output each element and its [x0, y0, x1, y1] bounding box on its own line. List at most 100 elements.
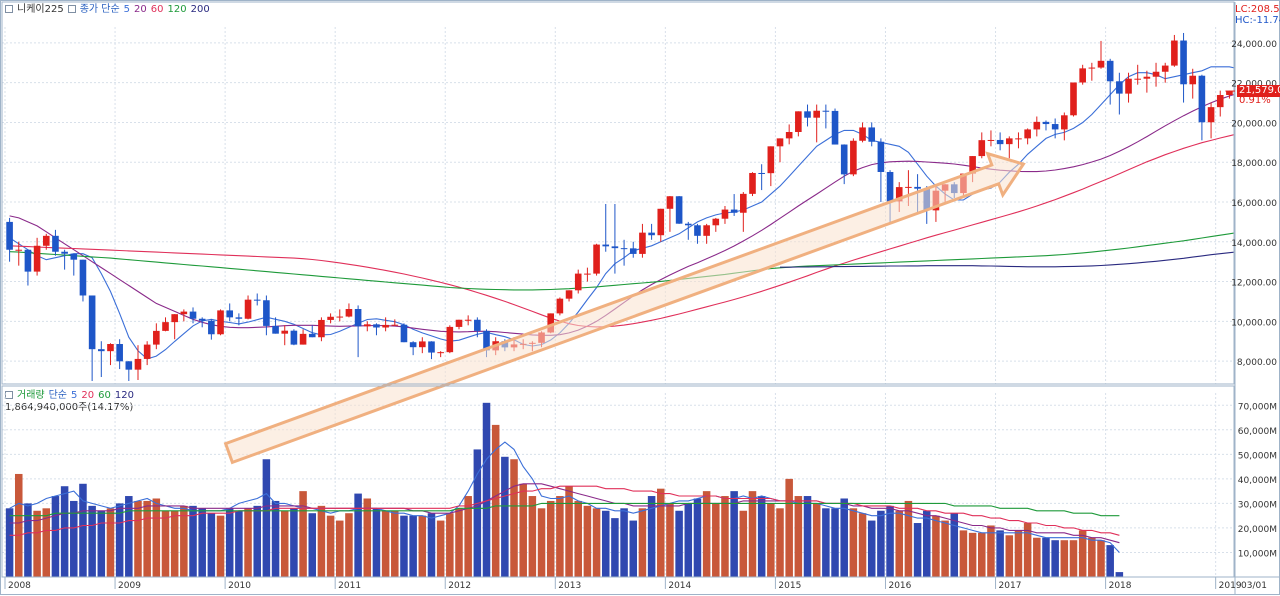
- volume-bar: [280, 510, 289, 577]
- ma60-legend: 60: [150, 4, 164, 15]
- volume-bar: [1042, 537, 1050, 577]
- price-tick-label: 12,000.00: [1231, 279, 1277, 289]
- price-indicator-label: 종가 단순: [79, 4, 120, 15]
- volume-bar: [757, 496, 766, 577]
- volume-bar: [1051, 540, 1059, 577]
- trend-arrow: [223, 151, 1026, 465]
- price-tick-label: 8,000.00: [1237, 358, 1277, 368]
- volume-bar: [932, 515, 940, 577]
- volume-bar: [436, 520, 445, 577]
- volume-bar: [767, 503, 775, 577]
- candle-body: [281, 330, 289, 334]
- volume-bar: [629, 520, 638, 577]
- volume-bar: [592, 508, 601, 577]
- candle-body: [574, 273, 582, 291]
- volume-bar: [409, 515, 417, 577]
- volume-indicator-label: 단순: [48, 390, 68, 401]
- candle-body: [648, 232, 655, 236]
- price-legend: 니케이225 종가 단순 5 20 60 120 200: [5, 4, 214, 16]
- volume-bar: [776, 508, 784, 577]
- volume-bar: [913, 523, 922, 577]
- price-tick-label: 14,000.00: [1231, 239, 1277, 249]
- candle-body: [730, 209, 738, 213]
- candle-body: [1106, 60, 1114, 82]
- volume-bar: [299, 491, 307, 577]
- candle-body: [61, 251, 68, 254]
- volume-tick-label: 20,000M: [1238, 525, 1277, 535]
- x-tick-label: 2008: [8, 581, 31, 591]
- volume-bar: [785, 478, 793, 577]
- candle-body: [116, 344, 123, 362]
- candle-body: [712, 218, 720, 226]
- indicator-box-icon[interactable]: [67, 5, 76, 13]
- volume-bar: [537, 508, 546, 577]
- candle-body: [1079, 68, 1086, 83]
- volume-bar: [867, 520, 876, 577]
- candle-body: [98, 349, 105, 352]
- candle-body: [767, 146, 775, 174]
- candle-body: [162, 322, 169, 331]
- volume-bar: [831, 508, 839, 577]
- volume-bar: [216, 515, 225, 577]
- volume-bar: [1060, 540, 1069, 577]
- volume-bar: [225, 508, 234, 577]
- candle-body: [1216, 95, 1224, 108]
- candle-body: [1061, 115, 1068, 130]
- candle-body: [153, 330, 160, 345]
- candle-body: [1198, 75, 1206, 123]
- candle-body: [639, 232, 646, 254]
- x-tick-label: 2013: [558, 581, 581, 591]
- candle-body: [758, 172, 765, 174]
- volume-bar: [70, 500, 78, 577]
- volume-bar: [712, 503, 720, 577]
- candle-body: [143, 344, 151, 359]
- volume-bar: [684, 503, 693, 577]
- candle-body: [373, 324, 380, 328]
- volume-bar: [198, 508, 206, 577]
- candle-body: [684, 223, 692, 226]
- candles: [6, 32, 1233, 381]
- volume-ma-20-line: [9, 483, 1120, 544]
- volume-bar: [583, 505, 592, 577]
- candle-body: [740, 193, 747, 213]
- candle-body: [1152, 71, 1160, 77]
- price-tick-label: 18,000.00: [1231, 159, 1277, 169]
- volume-bar: [418, 515, 427, 577]
- ma120-legend: 120: [167, 4, 187, 15]
- price-ma-120-line: [9, 232, 1234, 291]
- volume-bar: [33, 510, 41, 577]
- candle-body: [474, 319, 481, 331]
- price-ma-60-line: [9, 134, 1234, 328]
- candle-body: [1005, 138, 1013, 145]
- volume-bar: [482, 402, 491, 577]
- candle-body: [1051, 124, 1059, 130]
- x-tick-label: 2009: [118, 581, 141, 591]
- volume-bar: [336, 520, 344, 577]
- volume-bar: [79, 483, 87, 577]
- candle-body: [400, 324, 408, 343]
- candle-body: [1033, 121, 1041, 130]
- candle-body: [253, 299, 261, 301]
- volume-bar: [244, 508, 252, 577]
- candle-body: [969, 156, 976, 174]
- candle-body: [914, 186, 921, 189]
- volume-bar: [877, 510, 885, 577]
- volume-bar: [180, 505, 188, 577]
- candle-body: [721, 209, 729, 219]
- candle-body: [437, 352, 444, 354]
- candle-body: [556, 298, 564, 314]
- candle-body: [611, 246, 619, 249]
- candle-body: [1042, 121, 1050, 125]
- collapse-box-icon[interactable]: [5, 5, 13, 13]
- candle-body: [1070, 82, 1077, 116]
- candle-body: [868, 127, 876, 142]
- volume-bar: [556, 496, 564, 577]
- candle-body: [602, 244, 610, 247]
- candle-body: [42, 235, 50, 246]
- volume-bar: [161, 510, 170, 577]
- candle-body: [52, 235, 59, 252]
- volume-bar: [14, 473, 23, 577]
- candle-body: [584, 273, 591, 275]
- candle-body: [217, 310, 224, 335]
- candle-body: [409, 342, 417, 348]
